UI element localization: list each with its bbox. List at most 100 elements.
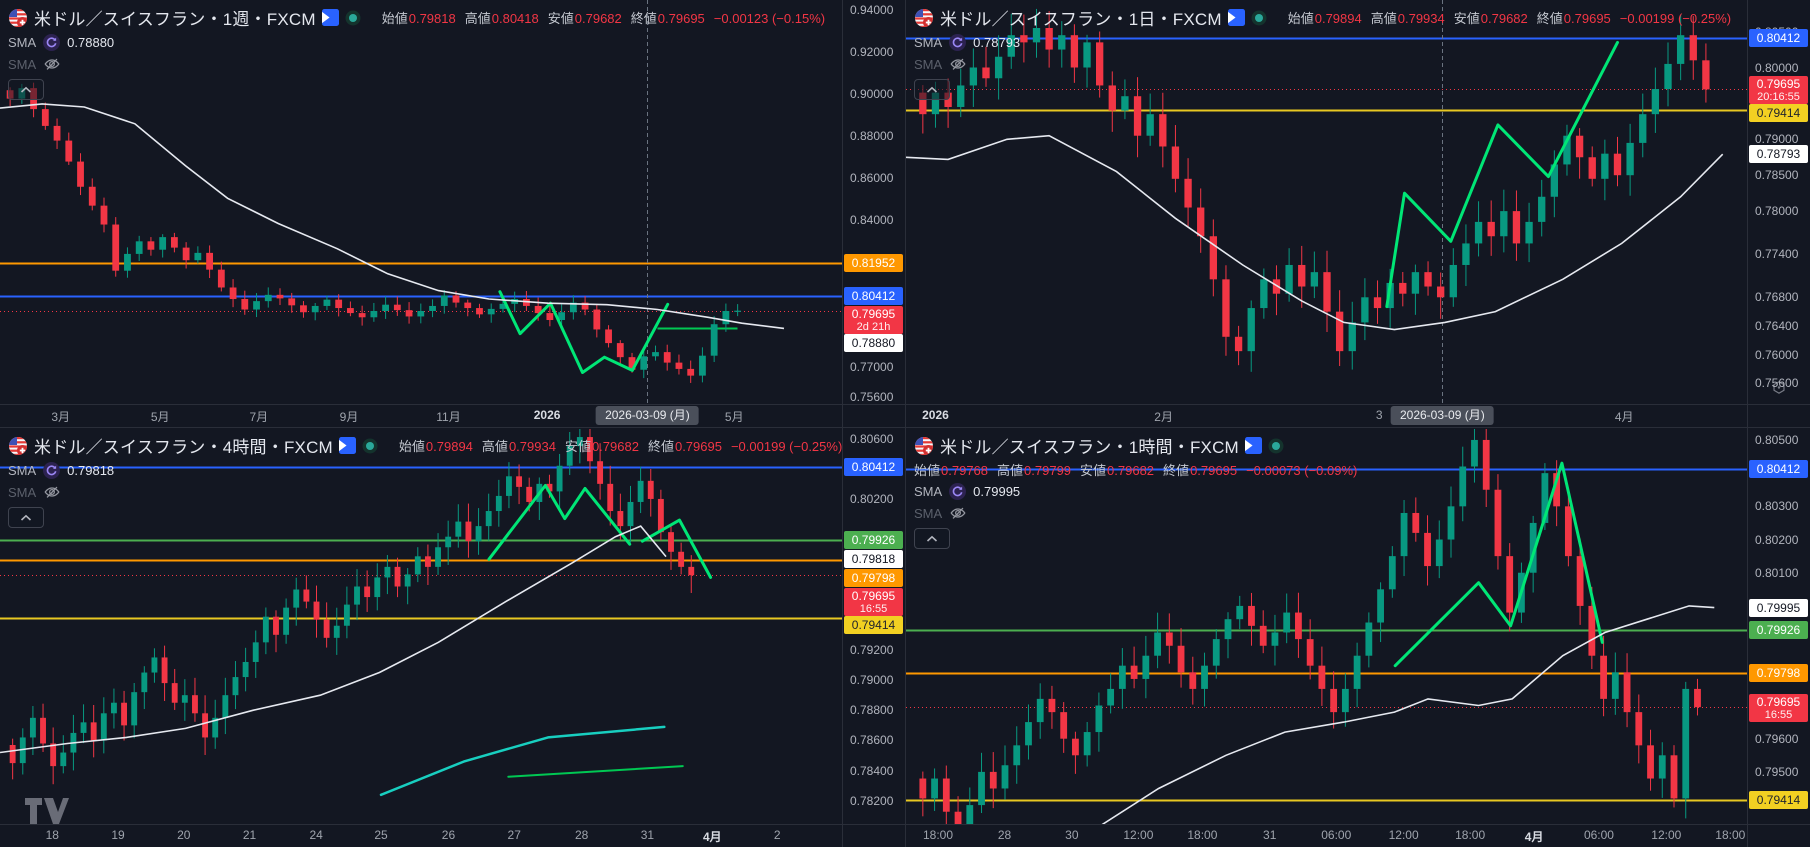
high-label: 高値 <box>464 11 491 26</box>
sma-value: 0.78880 <box>67 34 115 50</box>
time-axis-label: 21 <box>242 828 257 842</box>
eye-off-icon[interactable] <box>949 55 967 73</box>
price-tick-label: 0.78600 <box>850 733 894 748</box>
price-tick-label: 0.78400 <box>850 763 894 778</box>
time-axis[interactable]: 18:00 28 30 12:00 18:00 31 06:00 12:00 18:00 4月 06… <box>906 824 1748 847</box>
sync-flag-icon[interactable] <box>1244 437 1262 454</box>
time-axis-label: 18:00 <box>1715 828 1746 842</box>
sync-flag-icon[interactable] <box>321 9 339 26</box>
chart-plot-area[interactable] <box>0 0 843 405</box>
panel-usdchf-1d: 0.805000.800000.790000.785000.780000.774… <box>905 0 1810 427</box>
price-tick-label: 0.84000 <box>850 213 894 228</box>
time-axis[interactable]: 18 19 20 21 24 25 26 27 28 31 4月 2 <box>0 824 843 847</box>
sma-hidden-label: SMA <box>914 56 943 72</box>
price-axis[interactable]: 0.80600 0.80200 0.79200 0.79000 0.78800 0.786… <box>842 428 905 825</box>
price-axis[interactable]: 0.805000.800000.790000.785000.780000.774… <box>1747 0 1810 405</box>
close-label: 終値 <box>647 439 674 454</box>
low-value: 0.79682 <box>1107 463 1155 478</box>
price-tick-label: 0.90000 <box>850 87 894 102</box>
ohlc-values: 始値 0.79768 高値 0.79799 安値 0.79682 終値 0.79695 … <box>914 460 1357 479</box>
price-badge: 0.79798 <box>1749 663 1808 682</box>
symbol-title[interactable]: 米ドル／スイスフラン・4時間・FXCM <box>34 438 333 457</box>
time-axis-label: 30 <box>1065 828 1079 842</box>
price-tick-label: 0.80100 <box>1755 565 1799 580</box>
time-axis-label: 4月 <box>702 830 722 844</box>
candlestick-chart[interactable] <box>0 0 843 405</box>
time-axis-label: 4月 <box>1614 410 1634 424</box>
candlestick-chart[interactable] <box>906 0 1748 405</box>
open-value: 0.79894 <box>1314 11 1362 26</box>
price-tick-label: 0.79000 <box>850 673 894 688</box>
time-axis-label: 28 <box>574 828 589 842</box>
low-value: 0.79682 <box>1480 11 1528 26</box>
crosshair-date-badge: 2026-03-09 (月) <box>596 406 699 425</box>
sma-hidden-label: SMA <box>8 56 37 72</box>
time-axis-label: 2月 <box>1154 410 1173 424</box>
sync-flag-icon[interactable] <box>1227 9 1245 26</box>
price-axis[interactable]: 0.94000 0.92000 0.90000 0.88000 0.86000 0.840… <box>842 0 905 405</box>
symbol-title[interactable]: 米ドル／スイスフラン・1時間・FXCM <box>940 438 1239 457</box>
indicator-loading-icon[interactable] <box>43 461 61 479</box>
low-label: 安値 <box>564 439 591 454</box>
symbol-title[interactable]: 米ドル／スイスフラン・1週・FXCM <box>34 10 316 29</box>
price-tick-label: 0.75600 <box>850 389 894 404</box>
price-tick-label: 0.79200 <box>850 642 894 657</box>
time-axis-label: 26 <box>441 828 456 842</box>
ohlc-values: 始値 0.79818 高値 0.80418 安値 0.79682 終値 0.79695 … <box>373 8 825 27</box>
close-label: 終値 <box>1163 463 1190 478</box>
time-axis[interactable]: 2026 2月 3 4月 2026-03-09 (月) <box>906 404 1748 427</box>
usdchf-flag-icon <box>8 436 28 456</box>
time-axis-label: 19 <box>111 828 125 842</box>
price-tick-label: 0.77000 <box>850 360 894 375</box>
time-axis[interactable]: 3月 5月 7月 9月 11月 2026 5月 2026-03-09 (月) <box>0 404 843 427</box>
close-value: 0.79695 <box>657 11 705 26</box>
price-tick-label: 0.79500 <box>1755 764 1799 779</box>
chart-legend: 米ドル／スイスフラン・4時間・FXCM 始値 0.79894 高値 0.79934 … <box>8 433 842 528</box>
price-scale-settings-icon[interactable] <box>1771 380 1787 401</box>
price-badge: 0.79414 <box>1749 103 1808 122</box>
sma-label: SMA <box>8 34 37 50</box>
market-status-icon <box>1251 10 1267 26</box>
candlestick-chart[interactable] <box>0 428 843 825</box>
legend-collapse-button[interactable] <box>914 79 950 100</box>
change-value: −0.00199 (−0.25%) <box>1619 11 1732 26</box>
legend-collapse-button[interactable] <box>8 79 44 100</box>
price-tick-label: 0.80600 <box>850 431 894 446</box>
time-axis-label: 20 <box>177 828 191 842</box>
time-axis-label: 12:00 <box>1651 828 1682 842</box>
time-axis-label: 2026 <box>533 408 561 422</box>
time-axis-label: 24 <box>309 828 323 842</box>
low-label: 安値 <box>547 11 574 26</box>
price-tick-label: 0.79600 <box>1755 731 1799 746</box>
legend-collapse-button[interactable] <box>8 507 44 528</box>
price-tick-label: 0.78000 <box>1755 204 1799 219</box>
eye-off-icon[interactable] <box>43 55 61 73</box>
price-tick-label: 0.80500 <box>1755 432 1799 447</box>
chart-plot-area[interactable] <box>906 428 1748 847</box>
price-badge: 0.79695 16:55 <box>1749 693 1808 722</box>
price-badge: 0.80412 <box>844 286 903 305</box>
chart-plot-area[interactable] <box>0 428 843 825</box>
indicator-loading-icon[interactable] <box>43 33 61 51</box>
open-value: 0.79818 <box>408 11 456 26</box>
price-axis[interactable]: 0.80500 0.80300 0.80200 0.80100 0.79600 0.795… <box>1747 428 1810 825</box>
tradingview-logo[interactable] <box>25 798 69 829</box>
sma-label: SMA <box>914 34 943 50</box>
sma-hidden-label: SMA <box>8 484 37 500</box>
symbol-title[interactable]: 米ドル／スイスフラン・1日・FXCM <box>940 10 1222 29</box>
candlestick-chart[interactable] <box>906 428 1748 847</box>
eye-off-icon[interactable] <box>949 504 967 522</box>
legend-collapse-button[interactable] <box>914 528 950 549</box>
time-axis-label: 06:00 <box>1321 828 1352 842</box>
panel-usdchf-4h: 0.80600 0.80200 0.79200 0.79000 0.78800 0.786… <box>0 427 905 847</box>
time-axis-label: 4月 <box>1524 830 1544 844</box>
axis-corner <box>1747 404 1810 427</box>
chart-plot-area[interactable] <box>906 0 1748 405</box>
sync-flag-icon[interactable] <box>338 437 356 454</box>
eye-off-icon[interactable] <box>43 483 61 501</box>
price-badge: 0.79926 <box>1749 621 1808 640</box>
indicator-loading-icon[interactable] <box>949 33 967 51</box>
indicator-loading-icon[interactable] <box>949 482 967 500</box>
usdchf-flag-icon <box>8 8 28 28</box>
